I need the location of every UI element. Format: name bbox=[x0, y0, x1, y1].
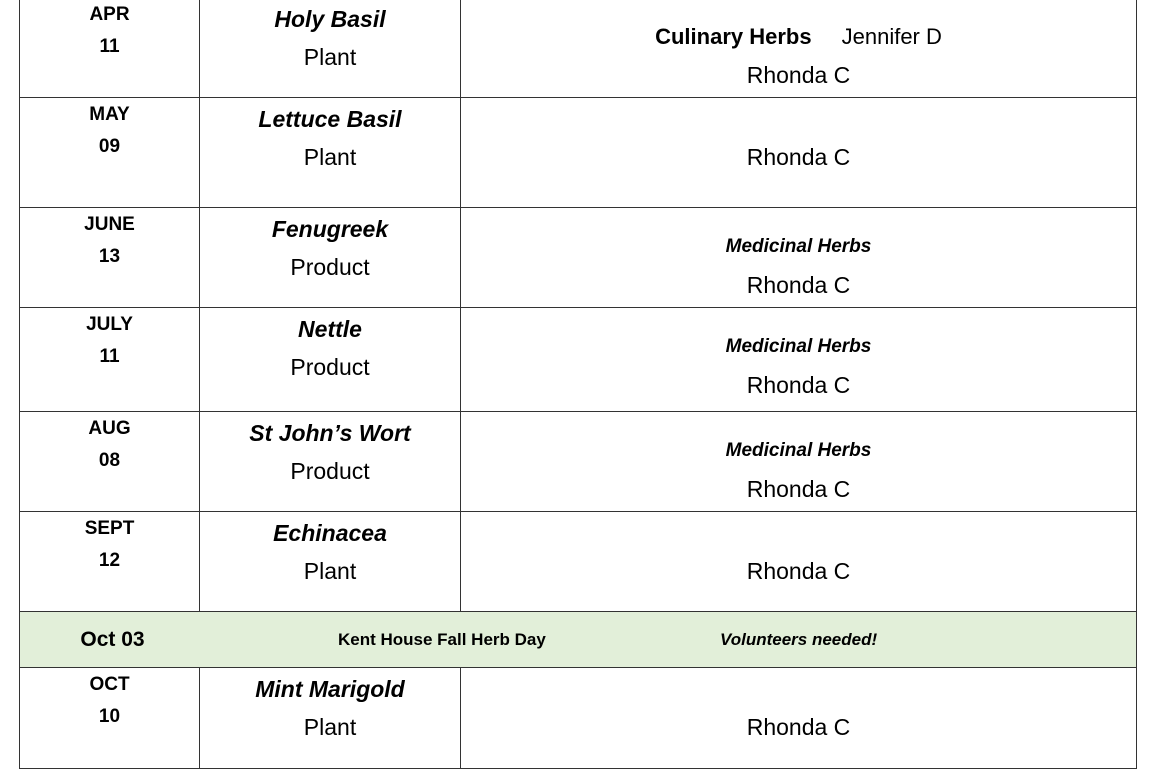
topic-label: Culinary Herbs Jennifer D bbox=[461, 25, 1136, 49]
day-label: 12 bbox=[98, 550, 121, 571]
month-label: OCT bbox=[89, 674, 130, 695]
table-row: SEPT 12 Echinacea Plant Rhonda C bbox=[19, 512, 1137, 612]
presenter-name: Rhonda C bbox=[746, 372, 851, 398]
presenter-name: Rhonda C bbox=[746, 62, 851, 88]
date-cell: MAY 09 bbox=[20, 98, 200, 207]
herb-type: Plant bbox=[303, 44, 357, 70]
herb-cell: Nettle Product bbox=[200, 308, 461, 411]
date-cell: OCT 10 bbox=[20, 668, 200, 768]
herb-type: Plant bbox=[303, 558, 357, 584]
day-label: 11 bbox=[99, 36, 120, 57]
presenter-cell: Medicinal Herbs Rhonda C bbox=[461, 208, 1136, 307]
date-cell: JULY 11 bbox=[20, 308, 200, 411]
month-label: APR bbox=[89, 4, 130, 25]
herb-cell: Lettuce Basil Plant bbox=[200, 98, 461, 207]
day-label: 09 bbox=[98, 136, 121, 157]
herb-type: Product bbox=[290, 354, 370, 380]
date-cell: AUG 08 bbox=[20, 412, 200, 511]
presenter-name: Rhonda C bbox=[746, 272, 851, 298]
day-label: 08 bbox=[98, 450, 121, 471]
event-date: Oct 03 bbox=[80, 627, 145, 651]
topic-text: Medicinal Herbs bbox=[725, 336, 872, 357]
day-label: 11 bbox=[99, 346, 120, 367]
topic-text: Culinary Herbs bbox=[655, 24, 812, 49]
presenter-name: Rhonda C bbox=[746, 714, 851, 740]
day-label: 10 bbox=[98, 706, 121, 727]
herb-name: Fenugreek bbox=[271, 216, 389, 242]
presenter-cell: Rhonda C bbox=[461, 98, 1136, 207]
herb-cell: Mint Marigold Plant bbox=[200, 668, 461, 768]
herb-type: Plant bbox=[303, 714, 357, 740]
co-presenter: Jennifer D bbox=[841, 24, 942, 49]
month-label: JUNE bbox=[84, 214, 135, 235]
topic-text: Medicinal Herbs bbox=[725, 236, 872, 257]
table-row: MAY 09 Lettuce Basil Plant Rhonda C bbox=[19, 98, 1137, 208]
herb-name: Lettuce Basil bbox=[258, 106, 402, 132]
herb-name: Holy Basil bbox=[274, 6, 386, 32]
herb-type: Plant bbox=[303, 144, 357, 170]
presenter-name: Rhonda C bbox=[746, 144, 851, 170]
schedule-table: APR 11 Holy Basil Plant Culinary Herbs Jennif… bbox=[19, 0, 1137, 769]
presenter-cell: Medicinal Herbs Rhonda C bbox=[461, 412, 1136, 511]
herb-name: St John’s Wort bbox=[249, 420, 411, 446]
table-row: AUG 08 St John’s Wort Product Medicinal Herb… bbox=[19, 412, 1137, 512]
day-label: 13 bbox=[98, 246, 121, 267]
herb-name: Nettle bbox=[298, 316, 362, 342]
herb-type: Product bbox=[290, 254, 370, 280]
presenter-name: Rhonda C bbox=[746, 558, 851, 584]
presenter-name: Rhonda C bbox=[746, 476, 851, 502]
herb-cell: Holy Basil Plant bbox=[200, 0, 461, 97]
date-cell: APR 11 bbox=[20, 0, 200, 97]
event-row: Oct 03 Kent House Fall Herb Day Volunteers… bbox=[19, 612, 1137, 668]
presenter-cell: Rhonda C bbox=[461, 668, 1136, 768]
herb-type: Product bbox=[290, 458, 370, 484]
date-cell: JUNE 13 bbox=[20, 208, 200, 307]
table-row: OCT 10 Mint Marigold Plant Rhonda C bbox=[19, 668, 1137, 769]
topic-label: Medicinal Herbs bbox=[461, 439, 1136, 463]
presenter-cell: Medicinal Herbs Rhonda C bbox=[461, 308, 1136, 411]
table-row: JULY 11 Nettle Product Medicinal Herbs Rhonda… bbox=[19, 308, 1137, 412]
event-title: Kent House Fall Herb Day bbox=[338, 629, 546, 649]
herb-cell: Fenugreek Product bbox=[200, 208, 461, 307]
herb-cell: Echinacea Plant bbox=[200, 512, 461, 611]
month-label: SEPT bbox=[84, 518, 135, 539]
date-cell: SEPT 12 bbox=[20, 512, 200, 611]
event-note: Volunteers needed! bbox=[720, 629, 878, 649]
topic-label: Medicinal Herbs bbox=[461, 235, 1136, 259]
herb-cell: St John’s Wort Product bbox=[200, 412, 461, 511]
topic-label: Medicinal Herbs bbox=[461, 335, 1136, 359]
month-label: JULY bbox=[86, 314, 133, 335]
table-row: APR 11 Holy Basil Plant Culinary Herbs Jennif… bbox=[19, 0, 1137, 98]
topic-text: Medicinal Herbs bbox=[725, 440, 872, 461]
herb-name: Echinacea bbox=[273, 520, 387, 546]
presenter-cell: Rhonda C bbox=[461, 512, 1136, 611]
table-row: JUNE 13 Fenugreek Product Medicinal Herbs Rho… bbox=[19, 208, 1137, 308]
presenter-cell: Culinary Herbs Jennifer D Rhonda C bbox=[461, 0, 1136, 97]
herb-name: Mint Marigold bbox=[255, 676, 405, 702]
month-label: MAY bbox=[89, 104, 130, 125]
month-label: AUG bbox=[88, 418, 131, 439]
